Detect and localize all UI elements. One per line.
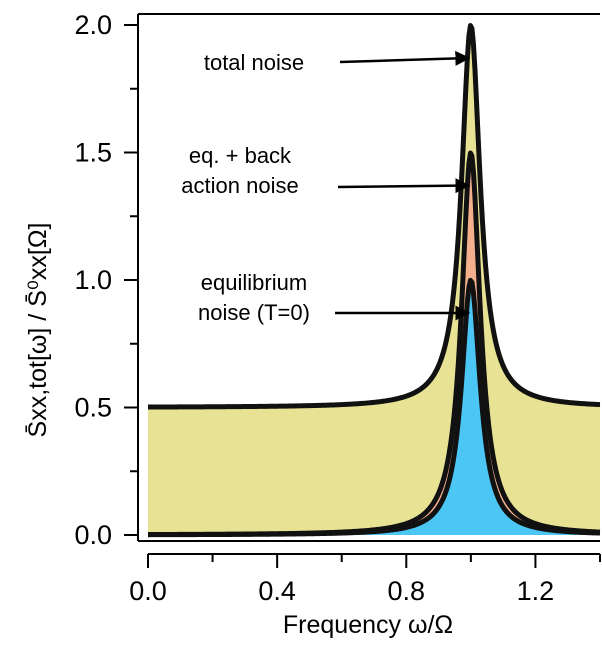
x-axis-title: Frequency ω/Ω — [283, 611, 453, 639]
annotation-arrow — [338, 186, 469, 188]
annotation-text: eq. + back — [189, 143, 292, 168]
x-tick-label: 0.4 — [258, 576, 296, 606]
y-tick-label: 0.0 — [74, 520, 112, 550]
annotation-arrow — [340, 58, 469, 62]
x-tick-label: 0.0 — [129, 576, 167, 606]
annotations: total noise eq. + back action noise equilib… — [181, 50, 469, 325]
annotation-text: total noise — [204, 50, 304, 75]
curve-line-0 — [148, 26, 600, 407]
y-axis-title: S̄xx,tot[ω] / S̄⁰xx[Ω] — [24, 223, 52, 438]
y-tick-label: 1.5 — [74, 138, 112, 168]
y-tick-label: 0.5 — [74, 393, 112, 423]
y-tick-label: 2.0 — [74, 10, 112, 40]
annotation-text: noise (T=0) — [198, 300, 310, 325]
annotation-text: action noise — [181, 173, 298, 198]
x-tick-label: 0.8 — [388, 576, 426, 606]
annotation-text: equilibrium — [201, 270, 307, 295]
x-tick-label: 1.2 — [517, 576, 555, 606]
y-tick-label: 1.0 — [74, 265, 112, 295]
